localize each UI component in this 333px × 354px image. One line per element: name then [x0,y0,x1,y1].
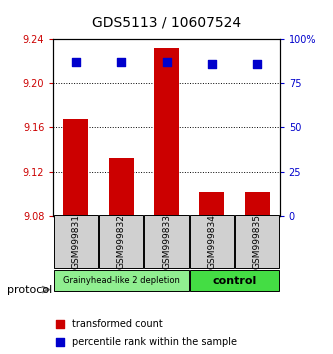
FancyBboxPatch shape [189,270,279,291]
FancyBboxPatch shape [235,215,279,268]
FancyBboxPatch shape [189,215,234,268]
FancyBboxPatch shape [99,215,144,268]
Text: GSM999831: GSM999831 [71,214,81,269]
Text: GSM999835: GSM999835 [252,214,262,269]
Text: GDS5113 / 10607524: GDS5113 / 10607524 [92,16,241,30]
Bar [154,48,179,216]
FancyBboxPatch shape [54,270,189,291]
Text: percentile rank within the sample: percentile rank within the sample [72,337,237,347]
Bar [245,192,269,216]
Text: GSM999834: GSM999834 [207,214,216,269]
Point [73,59,79,65]
Text: transformed count: transformed count [72,319,163,329]
Point [57,339,63,344]
Bar [109,158,134,216]
Text: Grainyhead-like 2 depletion: Grainyhead-like 2 depletion [63,276,179,285]
Text: protocol: protocol [7,285,52,295]
Text: control: control [212,275,256,286]
Point [57,321,63,327]
Point [164,59,169,65]
Point [209,61,214,67]
FancyBboxPatch shape [144,215,189,268]
Text: GSM999832: GSM999832 [117,214,126,269]
FancyBboxPatch shape [54,215,98,268]
Point [254,61,260,67]
Bar [199,192,224,216]
Bar [64,119,88,216]
Point [119,59,124,65]
Text: GSM999833: GSM999833 [162,214,171,269]
